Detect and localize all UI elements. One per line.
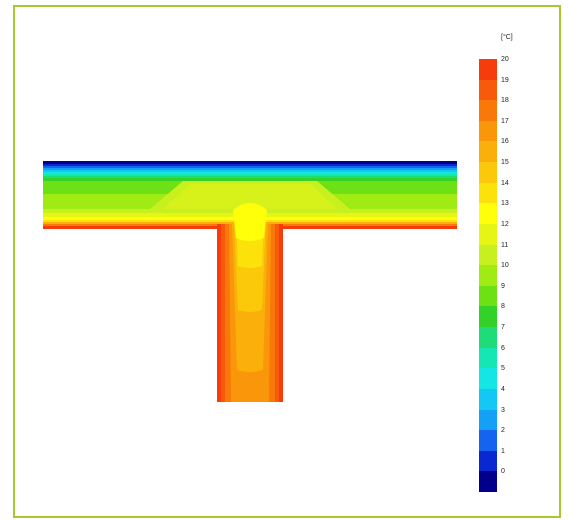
- legend-tick-label: 9: [501, 282, 505, 290]
- legend-tick-label: 13: [501, 200, 509, 208]
- legend-tick-label: 3: [501, 406, 505, 414]
- legend-tick-label: 16: [501, 138, 509, 146]
- web-layer-13: [233, 203, 267, 241]
- flange-band-7: [43, 176, 457, 178]
- legend-swatch-5: [479, 368, 497, 390]
- legend-swatch-11: [479, 244, 497, 266]
- legend-swatch-3: [479, 409, 497, 431]
- legend-swatch-0: [479, 471, 497, 493]
- legend-tick-label: 2: [501, 427, 505, 435]
- legend-swatch-1: [479, 450, 497, 472]
- legend-swatch-7: [479, 327, 497, 349]
- web: [217, 203, 283, 402]
- legend-swatch-13: [479, 203, 497, 225]
- legend-tick-label: 8: [501, 303, 505, 311]
- legend-swatch-18: [479, 100, 497, 122]
- legend-swatch-14: [479, 182, 497, 204]
- flange-band-0: [43, 161, 457, 164]
- legend-tick-label: 5: [501, 365, 505, 373]
- junction-trapezoid-inner: [163, 184, 337, 209]
- legend-swatch-15: [479, 162, 497, 184]
- legend-tick-label: 12: [501, 220, 509, 228]
- flange-band-6: [43, 174, 457, 176]
- legend-swatch-16: [479, 141, 497, 163]
- color-scale-legend: [479, 59, 497, 493]
- legend-tick-label: 1: [501, 447, 505, 455]
- legend-tick-label: 14: [501, 179, 509, 187]
- legend-unit: [°C]: [501, 34, 513, 41]
- legend-tick-label: 0: [501, 468, 505, 476]
- flange-band-1: [43, 164, 457, 166]
- legend-tick-label: 11: [501, 241, 509, 249]
- legend-swatch-2: [479, 430, 497, 452]
- flange-band-5: [43, 172, 457, 174]
- legend-swatch-10: [479, 265, 497, 287]
- legend-tick-label: 6: [501, 344, 505, 352]
- legend-swatch-20: [479, 59, 497, 81]
- flange-band-3: [43, 168, 457, 170]
- legend-tick-label: 18: [501, 97, 509, 105]
- legend-swatch-9: [479, 285, 497, 307]
- legend-tick-label: 7: [501, 324, 505, 332]
- flange-band-4: [43, 170, 457, 172]
- legend-tick-label: 4: [501, 385, 505, 393]
- flange-band-8: [43, 178, 457, 181]
- legend-swatch-6: [479, 347, 497, 369]
- legend-tick-label: 15: [501, 159, 509, 167]
- legend-swatch-17: [479, 120, 497, 142]
- legend-swatch-19: [479, 79, 497, 101]
- legend-tick-label: 19: [501, 76, 509, 84]
- legend-swatch-4: [479, 388, 497, 410]
- legend-tick-label: 17: [501, 117, 509, 125]
- legend-tick-label: 20: [501, 56, 509, 63]
- legend-swatch-8: [479, 306, 497, 328]
- flange-band-2: [43, 166, 457, 168]
- legend-swatch-12: [479, 223, 497, 246]
- figure-frame: [13, 5, 561, 518]
- legend-tick-label: 10: [501, 262, 509, 270]
